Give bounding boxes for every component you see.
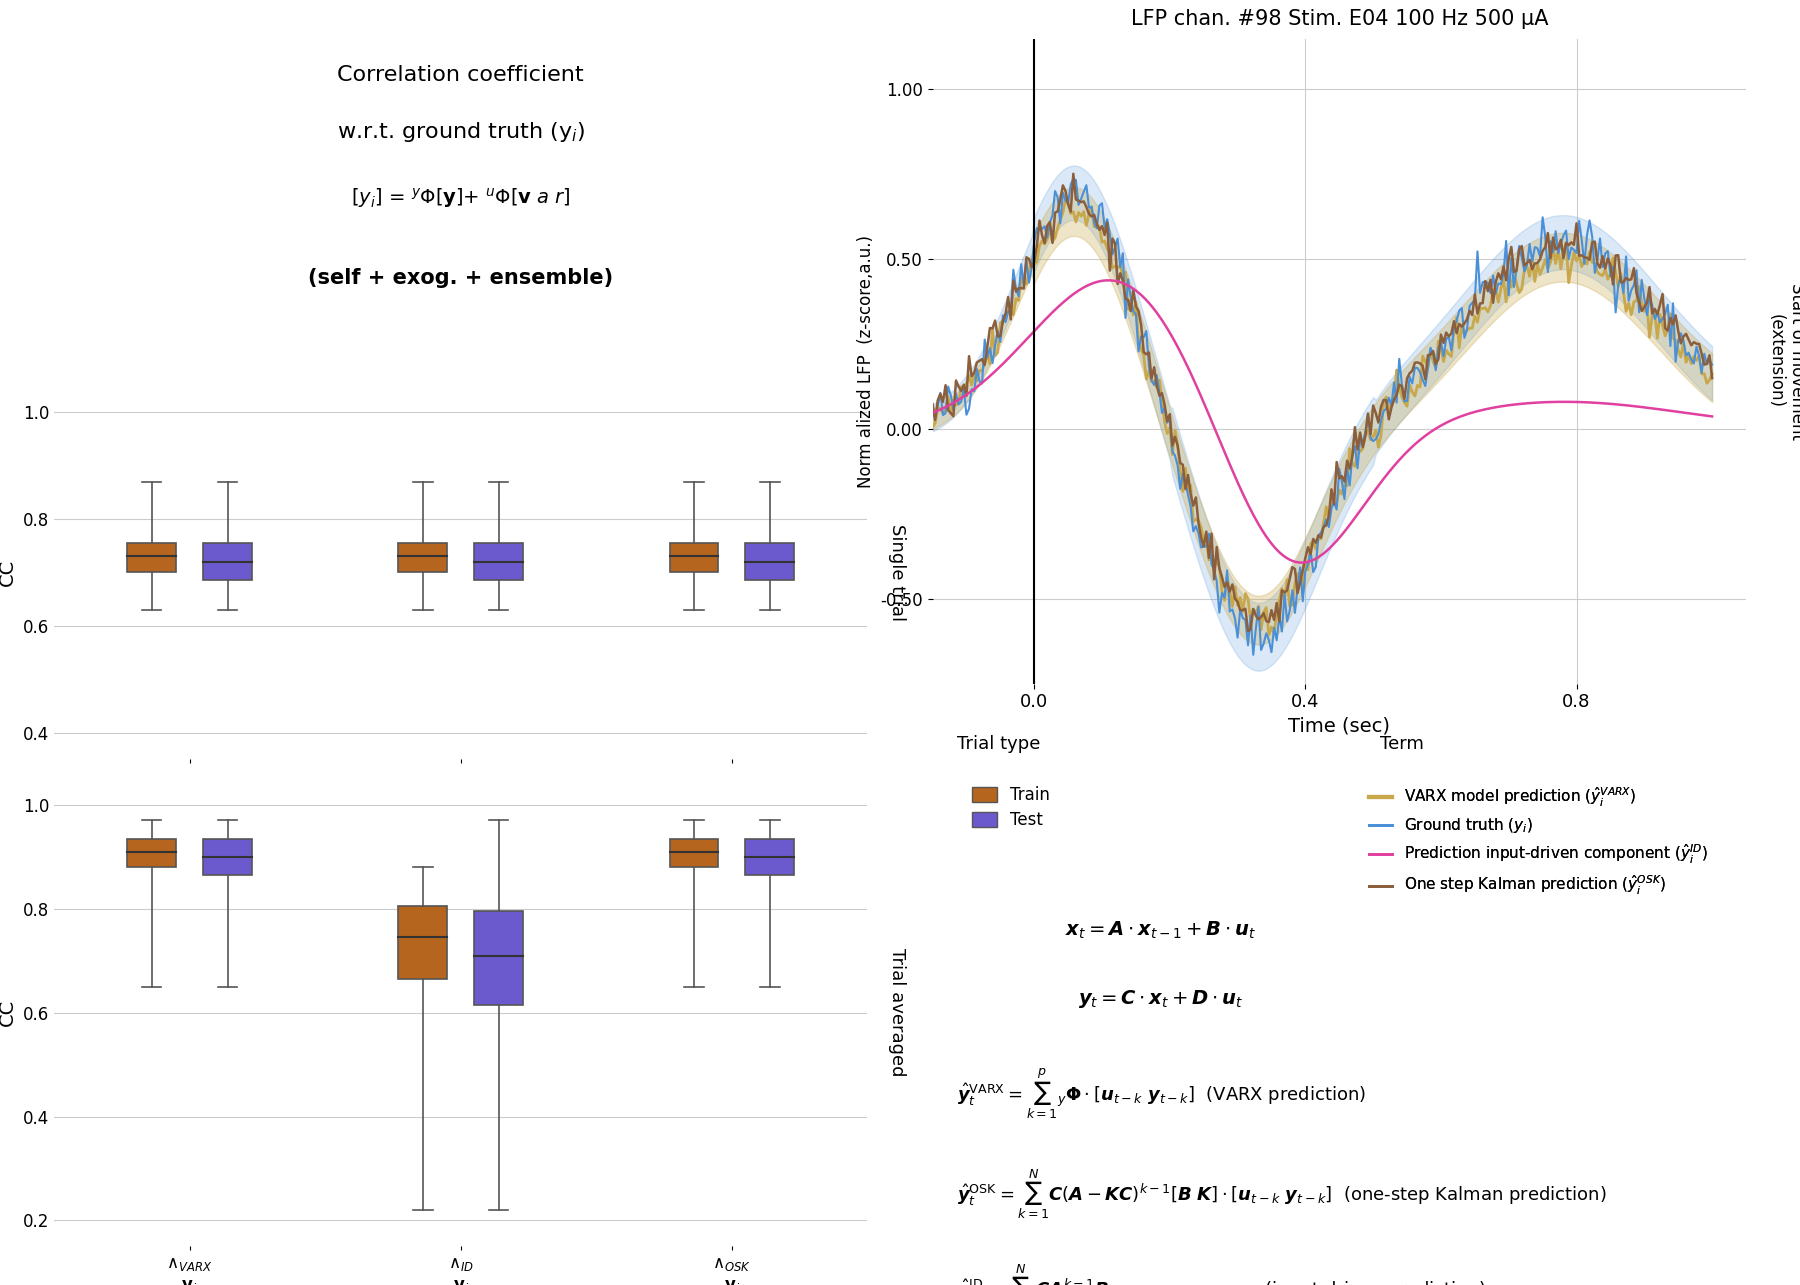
Text: $\boldsymbol{y}_t = \boldsymbol{C} \cdot \boldsymbol{x}_t + \boldsymbol{D} \cdot: $\boldsymbol{y}_t = \boldsymbol{C} \cdot… xyxy=(1078,988,1244,1010)
Text: Correlation coefficient: Correlation coefficient xyxy=(337,64,583,85)
Ground truth ($y_i$) xyxy=(922,403,943,419)
Ground truth ($y_i$) xyxy=(1242,648,1264,663)
Ground truth ($y_i$) xyxy=(1388,351,1409,366)
VARX xyxy=(1584,256,1606,271)
Input-driven xyxy=(1584,394,1606,410)
Bar xyxy=(398,544,446,572)
OSK xyxy=(1062,166,1084,181)
OSK xyxy=(1584,234,1606,249)
Bar xyxy=(128,544,176,572)
Ground truth ($y_i$) xyxy=(1584,265,1606,280)
OSK xyxy=(1388,377,1409,392)
Bar xyxy=(745,839,794,875)
VARX xyxy=(1634,303,1656,319)
OSK xyxy=(1404,355,1426,370)
Text: $\hat{\boldsymbol{y}}_t^{\mathrm{OSK}} = \sum_{k=1}^{N} \boldsymbol{C}(\boldsymb: $\hat{\boldsymbol{y}}_t^{\mathrm{OSK}} =… xyxy=(958,1167,1607,1221)
Bar xyxy=(473,911,524,1005)
Text: Trial type: Trial type xyxy=(958,735,1040,753)
Input-driven xyxy=(1701,409,1723,424)
Text: w.r.t. ground truth (y$_i$): w.r.t. ground truth (y$_i$) xyxy=(337,121,585,144)
Input-driven xyxy=(1292,555,1314,571)
OSK xyxy=(1634,299,1656,315)
Bar xyxy=(670,839,718,867)
OSK xyxy=(1237,623,1258,639)
OSK xyxy=(922,396,943,411)
Y-axis label: CC: CC xyxy=(0,998,18,1027)
Bar xyxy=(745,544,794,581)
Input-driven xyxy=(1096,272,1118,288)
Y-axis label: Start of movement
(extension): Start of movement (extension) xyxy=(1768,283,1800,439)
Text: (self + exog. + ensemble): (self + exog. + ensemble) xyxy=(308,267,614,288)
Ground truth ($y_i$) xyxy=(1634,290,1656,306)
VARX xyxy=(1258,627,1280,642)
Y-axis label: Trial averaged: Trial averaged xyxy=(887,948,905,1077)
Ground truth ($y_i$) xyxy=(1391,377,1413,392)
Title: LFP chan. #98 Stim. E04 100 Hz 500 μA: LFP chan. #98 Stim. E04 100 Hz 500 μA xyxy=(1130,9,1548,28)
Y-axis label: Norm alized LFP  (z-score,a.u.): Norm alized LFP (z-score,a.u.) xyxy=(857,235,875,487)
Bar xyxy=(670,544,718,572)
Line: OSK: OSK xyxy=(932,173,1712,631)
Ground truth ($y_i$) xyxy=(1701,357,1723,373)
Input-driven xyxy=(925,403,947,419)
Legend: VARX model prediction ($\hat{y}_i^{VARX}$), Ground truth ($y_i$), Prediction inp: VARX model prediction ($\hat{y}_i^{VARX}… xyxy=(1363,779,1714,903)
Text: $\hat{\boldsymbol{y}}_t^{\mathrm{VARX}} = \sum_{k=1}^{p} {}_y\boldsymbol{\Phi} \: $\hat{\boldsymbol{y}}_t^{\mathrm{VARX}} … xyxy=(958,1067,1366,1122)
Ground truth ($y_i$) xyxy=(925,411,947,427)
VARX xyxy=(922,419,943,434)
VARX xyxy=(1404,388,1426,403)
Input-driven xyxy=(1404,437,1426,452)
Bar xyxy=(203,839,252,875)
Text: $\hat{\boldsymbol{y}}_t^{\mathrm{ID}} = \sum_{k=1}^{N} \boldsymbol{C}\boldsymbol: $\hat{\boldsymbol{y}}_t^{\mathrm{ID}} = … xyxy=(958,1262,1485,1285)
VARX xyxy=(1701,366,1723,382)
Text: $\boldsymbol{x}_t = \boldsymbol{A} \cdot \boldsymbol{x}_{t-1} + \boldsymbol{B} \: $\boldsymbol{x}_t = \boldsymbol{A} \cdot… xyxy=(1066,919,1256,941)
Text: Term: Term xyxy=(1381,735,1424,753)
Y-axis label: CC: CC xyxy=(0,559,18,586)
Line: Input-driven: Input-driven xyxy=(932,280,1712,563)
VARX xyxy=(925,415,947,430)
X-axis label: Time (sec): Time (sec) xyxy=(1289,717,1390,736)
Input-driven xyxy=(1634,400,1656,415)
Line: VARX: VARX xyxy=(932,199,1712,635)
Bar xyxy=(203,544,252,581)
Line: Ground truth ($y_i$): Ground truth ($y_i$) xyxy=(932,179,1712,655)
Input-driven xyxy=(1388,452,1409,468)
Bar xyxy=(398,906,446,979)
OSK xyxy=(1391,379,1413,394)
VARX xyxy=(1391,389,1413,405)
Ground truth ($y_i$) xyxy=(1404,360,1426,375)
VARX xyxy=(1055,191,1076,207)
Bar xyxy=(128,839,176,867)
Text: $[y_i]$ = $^y\Phi[\mathbf{y}]$+ $^u\Phi[\mathbf{v}$ $a$ $r]$: $[y_i]$ = $^y\Phi[\mathbf{y}]$+ $^u\Phi[… xyxy=(351,186,571,209)
OSK xyxy=(925,412,947,428)
VARX xyxy=(1388,379,1409,394)
Input-driven xyxy=(1391,450,1413,465)
Ground truth ($y_i$) xyxy=(1062,171,1084,186)
OSK xyxy=(1701,370,1723,386)
Input-driven xyxy=(922,405,943,420)
Y-axis label: Single trial: Single trial xyxy=(887,524,905,621)
Bar xyxy=(473,544,524,581)
